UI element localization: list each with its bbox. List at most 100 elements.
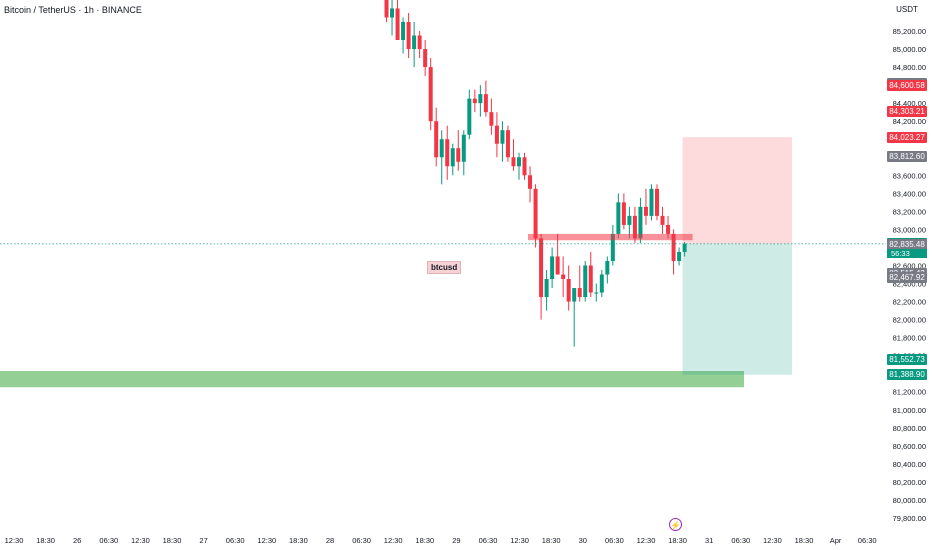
price-tag: 84,600.58 — [887, 79, 927, 91]
candle — [588, 251, 593, 298]
btcusd-note[interactable]: btcusd — [427, 261, 462, 274]
x-tick-label: 06:30 — [731, 536, 750, 545]
y-tick-label: 80,400.00 — [893, 460, 926, 469]
lightning-icon[interactable]: ⚡ — [669, 518, 682, 531]
y-tick-label: 84,200.00 — [893, 117, 926, 126]
y-tick-label: 81,000.00 — [893, 406, 926, 415]
y-tick-label: 84,400.00 — [893, 99, 926, 108]
candle-body — [395, 8, 400, 41]
candle — [605, 256, 610, 284]
candle-body — [406, 21, 411, 50]
x-tick-label: 18:30 — [36, 536, 55, 545]
candle-body — [500, 130, 505, 144]
candle — [390, 0, 395, 36]
candle-body — [561, 274, 566, 280]
candle — [522, 152, 527, 180]
y-tick-label: 83,600.00 — [893, 171, 926, 180]
x-tick-label: 06:30 — [858, 536, 877, 545]
candle-body — [544, 279, 549, 298]
candle — [616, 193, 621, 239]
y-tick-label: 80,200.00 — [893, 478, 926, 487]
candle-body — [649, 188, 654, 216]
y-tick-label: 81,200.00 — [893, 388, 926, 397]
candle — [489, 98, 494, 135]
candle — [583, 260, 588, 302]
x-tick-label: 18:30 — [542, 536, 561, 545]
candle-body — [428, 67, 433, 122]
candle — [539, 233, 544, 320]
candle — [384, 0, 389, 22]
candle-body — [434, 121, 439, 158]
x-tick-label: 18:30 — [668, 536, 687, 545]
x-tick-label: 18:30 — [795, 536, 814, 545]
x-tick-label: Apr — [830, 536, 842, 545]
candle-body — [478, 94, 483, 104]
candle-body — [632, 215, 637, 239]
price-tag: 81,388.90 — [887, 369, 927, 381]
candle — [401, 17, 406, 54]
candle — [428, 58, 433, 131]
candle-body — [528, 175, 533, 189]
candle-body — [671, 233, 676, 261]
candle-body — [522, 157, 527, 176]
x-tick-label: 31 — [705, 536, 713, 545]
candle-body — [384, 0, 389, 18]
candle-body — [588, 265, 593, 293]
candle-body — [517, 157, 521, 167]
x-tick-label: 12:30 — [257, 536, 276, 545]
x-tick-label: 06:30 — [479, 536, 498, 545]
candle — [677, 247, 682, 266]
candle — [472, 89, 477, 113]
candle-body — [439, 139, 444, 158]
x-axis: 12:30 18:30 26 06:30 12:30 18:30 27 06:30 12:30 1… — [5, 536, 877, 545]
candle — [561, 256, 566, 298]
candle — [643, 188, 648, 225]
candle — [627, 206, 632, 239]
stop-box — [682, 243, 792, 375]
candle — [550, 247, 555, 289]
x-tick-label: 27 — [199, 536, 207, 545]
candle-body — [594, 292, 599, 294]
price-tag: 84,303.21 — [887, 106, 927, 118]
candle — [500, 121, 505, 162]
candle — [505, 125, 510, 162]
x-tick-label: 18:30 — [415, 536, 434, 545]
candle-body — [677, 251, 682, 261]
candle — [423, 40, 428, 77]
candle-body — [450, 148, 455, 167]
y-tick-label: 82,200.00 — [893, 298, 926, 307]
resistance-zone — [528, 233, 693, 241]
candle — [417, 31, 422, 59]
y-tick-label: 80,600.00 — [893, 442, 926, 451]
x-tick-label: 18:30 — [163, 536, 182, 545]
candle-body — [577, 288, 582, 298]
candle — [511, 139, 516, 171]
currency-label[interactable]: USDT — [896, 5, 918, 14]
price-tag: 82,467.92 — [887, 271, 927, 283]
candle — [655, 184, 659, 221]
x-tick-label: 12:30 — [637, 536, 656, 545]
candle — [544, 269, 549, 311]
candle-body — [555, 256, 560, 275]
candle-body — [489, 112, 494, 126]
candle-body — [660, 215, 665, 225]
x-tick-label: 12:30 — [131, 536, 150, 545]
x-tick-label: 12:30 — [510, 536, 529, 545]
y-tick-label: 82,400.00 — [893, 280, 926, 289]
y-tick-label: 79,800.00 — [893, 514, 926, 523]
target-box — [682, 137, 792, 244]
candle-body — [599, 274, 604, 293]
candle — [494, 112, 499, 158]
candle-body — [511, 157, 516, 167]
zones-layer — [0, 137, 792, 388]
candle-body — [412, 35, 417, 50]
candle — [439, 130, 444, 185]
candle — [660, 206, 665, 234]
candle — [406, 12, 411, 59]
chart-title: Bitcoin / TetherUS · 1h · BINANCE — [4, 5, 142, 15]
y-tick-label: 84,800.00 — [893, 63, 926, 72]
candle — [577, 265, 582, 302]
candle-body — [616, 202, 621, 234]
candle — [621, 193, 626, 230]
